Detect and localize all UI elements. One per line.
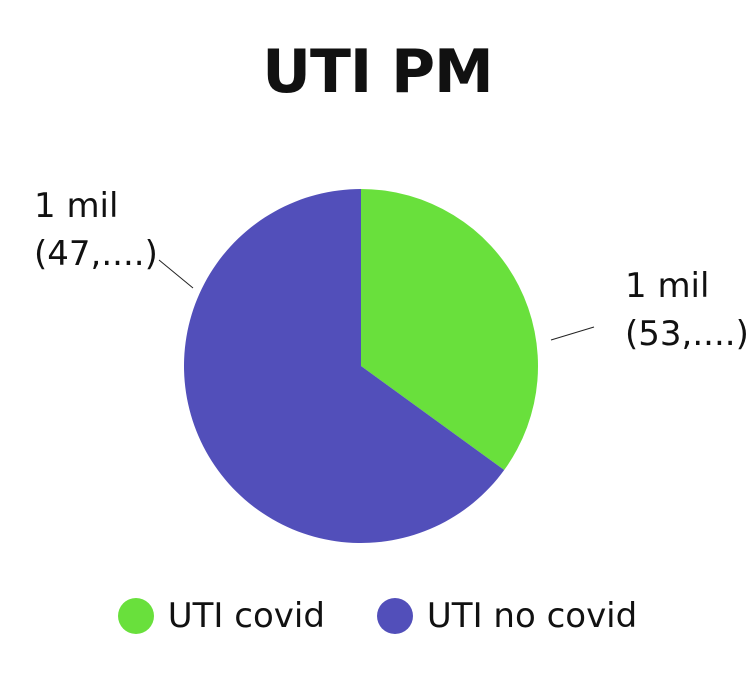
chart-legend: UTI covid UTI no covid (0, 592, 755, 640)
leader-line (158, 259, 194, 289)
legend-item-uti-covid[interactable]: UTI covid (117, 592, 325, 640)
legend-swatch (376, 598, 413, 634)
legend-swatch (117, 598, 154, 634)
leader-line (550, 326, 595, 341)
slice-label-uti-no-covid: 1 mil (47,....) (34, 182, 158, 278)
slice-label-percent: (53,....) (625, 314, 749, 354)
pie-slice-uti-covid[interactable] (361, 189, 538, 471)
legend-item-uti-no-covid[interactable]: UTI no covid (376, 592, 638, 640)
chart-title: UTI PM (262, 37, 494, 107)
slice-label-percent: (47,....) (34, 234, 158, 274)
slice-label-uti-covid: 1 mil (53,....) (625, 262, 749, 358)
slice-label-value: 1 mil (625, 266, 710, 306)
slice-label-value: 1 mil (34, 186, 119, 226)
legend-label: UTI covid (167, 596, 325, 636)
pie-slice-uti-no-covid[interactable] (184, 189, 505, 543)
legend-label: UTI no covid (426, 596, 638, 636)
